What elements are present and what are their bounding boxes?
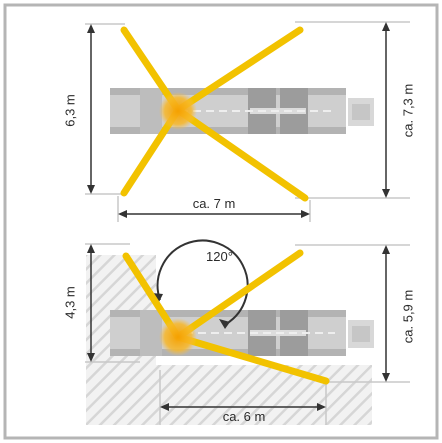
bottom-width-label: ca. 6 m [222,409,266,424]
bottom-diagram [85,239,410,425]
vehicle-bottom [110,310,374,356]
top-height-right-label: ca. 7,3 m [400,83,416,138]
vehicle-top [110,88,374,134]
angle-label: 120° [206,249,233,264]
top-width-label: ca. 7 m [192,196,236,211]
bottom-height-left-label: 4,3 m [62,286,78,319]
top-diagram [85,21,410,222]
bottom-height-right-label: ca. 5,9 m [400,289,416,344]
pivot-top [159,92,197,130]
pivot-bottom [159,318,197,356]
hatched-zone-bottom [86,365,372,425]
rotation-arc [156,239,249,325]
top-height-left-label: 6,3 m [62,94,78,127]
